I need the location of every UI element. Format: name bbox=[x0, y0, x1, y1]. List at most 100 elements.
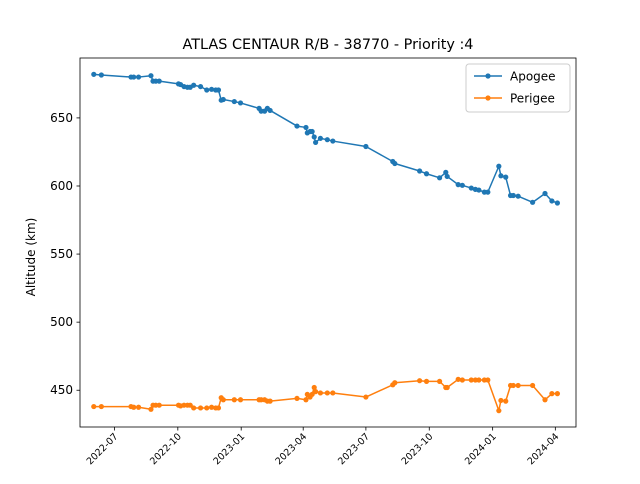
apogee-point bbox=[417, 168, 423, 174]
perigee-point bbox=[503, 398, 509, 404]
perigee-point bbox=[204, 405, 210, 411]
apogee-point bbox=[311, 134, 317, 140]
perigee-point bbox=[311, 384, 317, 391]
apogee-point bbox=[455, 182, 461, 188]
perigee-point bbox=[468, 377, 474, 383]
perigee-point bbox=[197, 405, 204, 411]
apogee-point bbox=[530, 199, 536, 205]
apogee-point bbox=[515, 193, 521, 199]
perigee-point bbox=[208, 404, 215, 410]
apogee-point bbox=[231, 98, 237, 105]
apogee-point bbox=[208, 86, 215, 92]
apogee-point bbox=[191, 82, 197, 88]
apogee-point bbox=[215, 87, 222, 93]
apogee-point bbox=[496, 163, 502, 169]
apogee-point bbox=[309, 128, 315, 135]
perigee-point bbox=[392, 380, 398, 386]
perigee-point bbox=[437, 378, 443, 384]
apogee-point bbox=[549, 198, 555, 204]
apogee-point bbox=[444, 173, 450, 180]
apogee-point bbox=[148, 73, 154, 79]
perigee-point bbox=[191, 405, 197, 411]
apogee-point bbox=[485, 189, 491, 195]
perigee-point bbox=[303, 397, 309, 403]
apogee-point bbox=[443, 169, 449, 175]
apogee-point bbox=[476, 187, 482, 193]
apogee-point bbox=[156, 78, 162, 84]
y-tick-label: 500 bbox=[50, 315, 73, 329]
apogee-point bbox=[204, 87, 210, 93]
perigee-point bbox=[135, 404, 142, 410]
perigee-legend-label: Perigee bbox=[510, 92, 555, 106]
perigee-point bbox=[220, 397, 226, 403]
apogee-point bbox=[554, 200, 561, 206]
apogee-point bbox=[324, 137, 330, 143]
y-tick-label: 600 bbox=[50, 179, 73, 193]
apogee-point bbox=[423, 171, 430, 177]
perigee-point bbox=[444, 384, 450, 391]
perigee-point bbox=[542, 397, 548, 403]
perigee-point bbox=[98, 403, 104, 410]
perigee-point bbox=[313, 389, 319, 395]
apogee-point bbox=[294, 123, 300, 129]
perigee-point bbox=[554, 391, 561, 397]
apogee-point bbox=[330, 138, 336, 144]
y-tick-label: 650 bbox=[50, 111, 73, 125]
apogee-point bbox=[317, 135, 324, 141]
perigee-point bbox=[131, 404, 137, 410]
perigee-point bbox=[330, 390, 336, 396]
perigee-legend-marker bbox=[485, 95, 491, 101]
apogee-point bbox=[237, 100, 244, 106]
y-tick-label: 550 bbox=[50, 247, 73, 261]
perigee-point bbox=[324, 390, 330, 396]
perigee-point bbox=[485, 377, 491, 383]
apogee-point bbox=[91, 71, 97, 77]
legend: Apogee Perigee bbox=[465, 63, 571, 113]
apogee-point bbox=[363, 143, 369, 150]
perigee-point bbox=[423, 378, 430, 384]
apogee-point bbox=[220, 96, 226, 103]
perigee-point bbox=[549, 391, 555, 397]
apogee-point bbox=[437, 175, 443, 181]
apogee-point bbox=[468, 185, 474, 191]
perigee-point bbox=[317, 390, 324, 396]
y-axis-label: Altitude (km) bbox=[24, 218, 38, 297]
perigee-point bbox=[363, 394, 369, 400]
perigee-point bbox=[476, 377, 482, 383]
apogee-point bbox=[542, 190, 548, 197]
perigee-point bbox=[455, 376, 461, 382]
perigee-point bbox=[231, 397, 237, 403]
apogee-legend-marker bbox=[485, 73, 491, 79]
perigee-point bbox=[148, 406, 154, 412]
apogee-point bbox=[313, 139, 319, 146]
perigee-point bbox=[530, 382, 536, 389]
apogee-point bbox=[498, 173, 504, 179]
perigee-point bbox=[237, 397, 244, 403]
apogee-point bbox=[503, 174, 509, 180]
perigee-point bbox=[515, 382, 521, 389]
perigee-point bbox=[294, 395, 300, 402]
y-tick-label: 450 bbox=[50, 383, 73, 397]
perigee-point bbox=[156, 402, 162, 408]
apogee-point bbox=[98, 72, 104, 78]
apogee-point bbox=[392, 160, 398, 167]
chart-title: ATLAS CENTAUR R/B - 38770 - Priority :4 bbox=[183, 37, 474, 53]
apogee-point bbox=[197, 83, 204, 90]
perigee-point bbox=[91, 403, 97, 410]
perigee-point bbox=[510, 382, 516, 389]
apogee-point bbox=[459, 182, 465, 188]
apogee-point bbox=[131, 74, 137, 80]
apogee-point bbox=[267, 107, 273, 114]
apogee-point bbox=[303, 124, 309, 131]
perigee-point bbox=[417, 378, 423, 384]
perigee-point bbox=[267, 398, 273, 404]
perigee-point bbox=[498, 397, 504, 404]
apogee-point bbox=[135, 74, 142, 80]
perigee-point bbox=[459, 377, 465, 383]
apogee-point bbox=[510, 192, 516, 199]
perigee-point bbox=[496, 408, 502, 414]
apogee-legend-label: Apogee bbox=[510, 70, 556, 84]
perigee-point bbox=[215, 405, 222, 411]
